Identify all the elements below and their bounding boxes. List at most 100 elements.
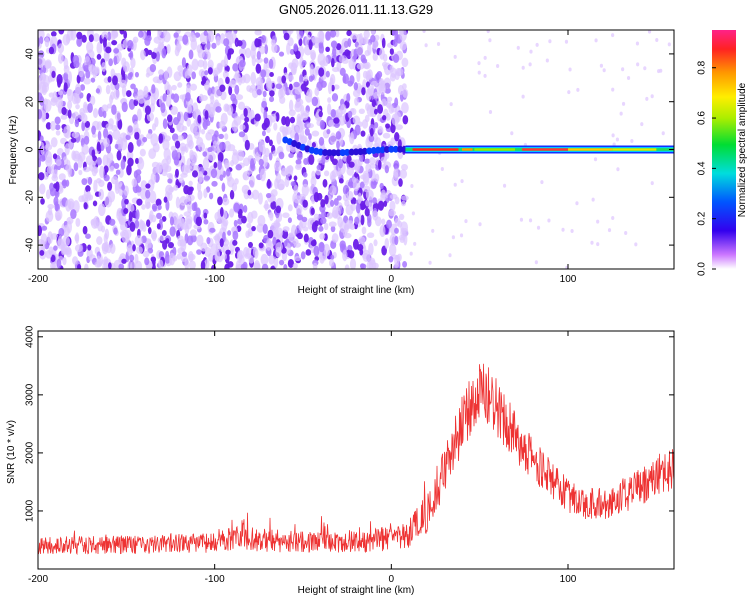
noise-speck — [409, 251, 413, 256]
y-tick-label: -40 — [25, 237, 36, 252]
noise-speck — [186, 104, 192, 114]
noise-speck — [127, 244, 133, 257]
noise-speck — [249, 109, 255, 120]
noise-speck — [63, 57, 69, 70]
noise-speck — [488, 110, 493, 115]
noise-speck — [39, 95, 45, 107]
noise-speck — [318, 67, 325, 77]
noise-speck — [136, 246, 143, 254]
noise-speck — [459, 233, 464, 238]
noise-speck — [643, 66, 647, 71]
noise-speck — [394, 227, 399, 234]
noise-speck — [146, 132, 153, 140]
noise-speck — [139, 220, 146, 230]
noise-speck — [279, 85, 286, 98]
noise-speck — [302, 199, 308, 208]
noise-speck — [636, 62, 640, 67]
noise-speck — [322, 178, 328, 188]
noise-speck — [310, 49, 317, 61]
noise-speck — [190, 229, 197, 237]
noise-speck — [331, 57, 335, 68]
noise-speck — [230, 93, 237, 102]
noise-speck — [87, 102, 93, 114]
signal-trace — [383, 146, 390, 154]
noise-speck — [201, 76, 207, 85]
noise-speck — [113, 89, 120, 100]
noise-speck — [120, 221, 128, 232]
noise-speck — [134, 131, 140, 140]
noise-speck — [599, 63, 604, 68]
noise-speck — [78, 169, 83, 176]
noise-speck — [393, 160, 400, 170]
noise-speck — [296, 34, 301, 41]
noise-speck — [167, 192, 173, 202]
noise-speck — [62, 256, 67, 266]
noise-speck — [132, 244, 136, 252]
noise-speck — [365, 81, 370, 88]
noise-speck — [362, 70, 368, 79]
noise-speck — [141, 235, 147, 244]
noise-speck — [39, 250, 45, 256]
noise-speck — [264, 199, 269, 212]
noise-speck — [170, 145, 177, 151]
x-tick-label: -200 — [28, 274, 48, 285]
noise-speck — [203, 30, 208, 36]
noise-speck — [197, 114, 202, 124]
noise-speck — [147, 227, 152, 235]
noise-speck — [166, 172, 173, 179]
noise-speck — [371, 99, 377, 108]
noise-speck — [189, 151, 198, 163]
noise-speck — [378, 82, 386, 95]
noise-speck — [151, 203, 158, 211]
noise-speck — [127, 141, 134, 153]
noise-speck — [386, 219, 392, 229]
noise-speck — [390, 137, 396, 146]
noise-speck — [38, 158, 42, 168]
noise-speck — [38, 239, 44, 245]
noise-speck — [295, 159, 302, 165]
noise-speck — [182, 34, 189, 45]
noise-speck — [290, 146, 296, 153]
noise-speck — [510, 131, 514, 136]
noise-speck — [172, 117, 180, 126]
noise-speck — [200, 242, 208, 252]
noise-speck — [113, 162, 120, 170]
noise-speck — [327, 82, 333, 95]
noise-speck — [238, 101, 246, 111]
noise-speck — [158, 73, 163, 81]
noise-speck — [259, 168, 266, 182]
noise-speck — [567, 90, 571, 95]
y-tick-label: 2000 — [25, 441, 36, 464]
noise-speck — [65, 199, 72, 212]
signal-trace — [353, 148, 359, 156]
noise-speck — [149, 63, 157, 73]
noise-speck — [39, 155, 46, 162]
noise-speck — [245, 47, 252, 59]
noise-speck — [380, 156, 388, 162]
noise-speck — [184, 143, 189, 153]
noise-speck — [326, 212, 334, 219]
noise-speck — [568, 67, 572, 72]
noise-speck — [238, 131, 246, 138]
noise-speck — [657, 69, 661, 74]
noise-speck — [121, 101, 128, 113]
noise-speck — [318, 225, 324, 232]
signal-trace — [392, 145, 399, 153]
noise-speck — [51, 70, 56, 79]
noise-speck — [61, 180, 67, 186]
noise-speck — [399, 169, 408, 179]
noise-speck — [89, 95, 96, 106]
noise-speck — [389, 200, 396, 212]
noise-speck — [145, 189, 151, 199]
noise-speck — [187, 206, 192, 214]
noise-speck — [402, 261, 408, 268]
noise-speck — [370, 30, 376, 36]
noise-speck — [328, 185, 337, 196]
signal-trace — [397, 145, 404, 153]
noise-speck — [177, 134, 184, 141]
noise-speck — [192, 165, 200, 172]
noise-speck — [283, 32, 290, 41]
signal-trace — [322, 148, 329, 156]
noise-speck — [391, 30, 399, 36]
noise-speck — [333, 198, 339, 206]
